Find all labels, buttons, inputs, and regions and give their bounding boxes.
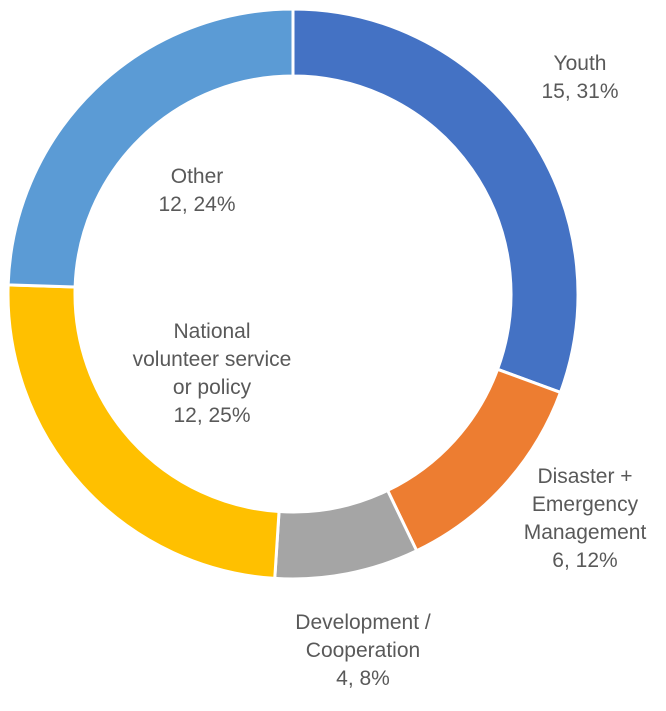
donut-slices — [6, 7, 580, 581]
slice-category-label: Cooperation — [306, 639, 420, 662]
slice-category-label: volunteer service — [133, 348, 292, 371]
slice-category-label: Disaster + — [537, 465, 632, 488]
slice-category-label: Other — [171, 165, 224, 188]
slice-category-label: Development / — [295, 611, 431, 634]
slice-value-label: 12, 24% — [158, 193, 235, 216]
slice-other — [6, 7, 295, 289]
slice-value-label: 6, 12% — [552, 549, 617, 572]
slice-label-other: Other 12, 24% — [158, 165, 235, 216]
slice-label-youth: Youth 15, 31% — [541, 52, 618, 103]
slice-value-label: 15, 31% — [541, 80, 618, 103]
slice-development-cooperation — [273, 488, 419, 581]
slice-label-national-volunteer-service-or-policy: National volunteer service or policy 12, 25… — [133, 320, 292, 427]
slice-category-label: Youth — [554, 52, 607, 75]
slice-value-label: 12, 25% — [173, 404, 250, 427]
slice-label-development-cooperation: Development / Cooperation 4, 8% — [295, 611, 431, 690]
slice-category-label: Management — [524, 521, 647, 544]
donut-labels: Youth 15, 31% Disaster + Emergency Managemen… — [133, 52, 647, 690]
slice-category-label: or policy — [173, 376, 252, 399]
slice-category-label: National — [173, 320, 250, 343]
slice-label-disaster-emergency-management: Disaster + Emergency Management 6, 12% — [524, 465, 647, 572]
slice-youth — [291, 7, 580, 395]
slice-category-label: Emergency — [532, 493, 639, 516]
slice-value-label: 4, 8% — [336, 667, 390, 690]
